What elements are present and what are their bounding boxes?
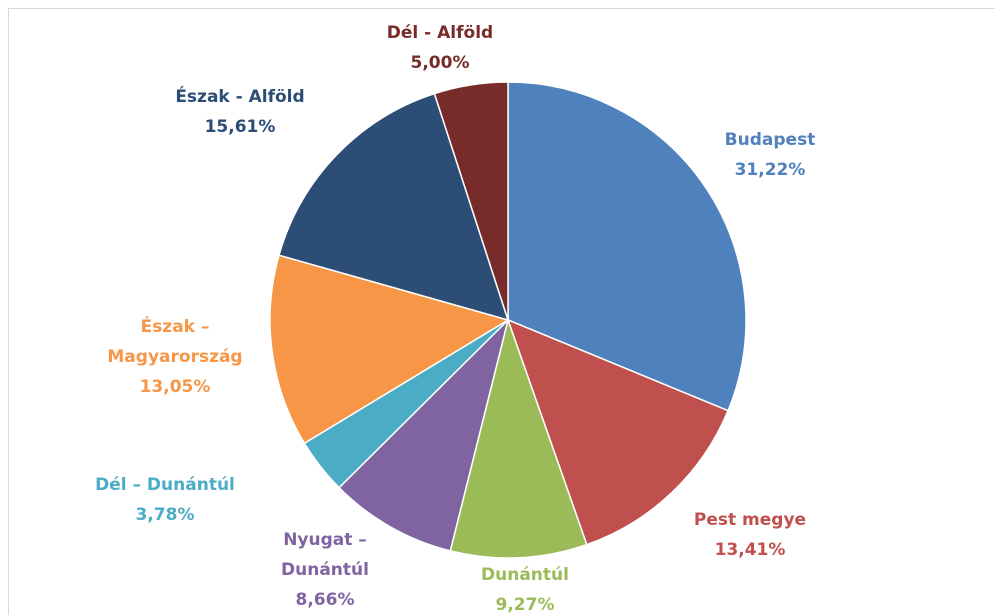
value-label: 3,78%	[135, 505, 195, 525]
pie-slice	[506, 318, 730, 546]
category-label: Budapest	[724, 130, 816, 150]
value-label: 5,00%	[410, 53, 470, 73]
slice-label: Észak - Alföld 15,61%	[175, 82, 304, 142]
category-label: Észak - Alföld	[175, 87, 305, 107]
slice-label: Dél - Alföld 5,00%	[387, 18, 493, 78]
value-label: 9,27%	[495, 595, 555, 615]
value-label: 15,61%	[204, 117, 276, 137]
pie-slice	[449, 317, 588, 559]
category-label: Nyugat – Dunántúl	[281, 530, 369, 580]
slice-label: Észak – Magyarország 13,05%	[100, 312, 250, 402]
pie-slice	[278, 92, 510, 322]
value-label: 13,05%	[139, 377, 211, 397]
slice-label: Dunántúl 9,27%	[481, 560, 569, 615]
category-label: Pest megye	[693, 510, 807, 530]
value-label: 8,66%	[295, 590, 355, 610]
pie-slice	[269, 254, 510, 445]
category-label: Dél – Dunántúl	[95, 475, 235, 495]
slice-label: Nyugat – Dunántúl 8,66%	[270, 525, 380, 615]
category-label: Dunántúl	[481, 565, 569, 585]
value-label: 31,22%	[734, 160, 806, 180]
slice-label: Dél – Dunántúl 3,78%	[95, 470, 235, 530]
pie-slice	[338, 317, 510, 552]
category-label: Dél - Alföld	[386, 23, 494, 43]
chart-frame	[8, 8, 995, 615]
pie-slice	[433, 81, 509, 321]
category-label: Észak – Magyarország	[107, 317, 243, 367]
slice-label: Pest megye 13,41%	[694, 505, 806, 565]
value-label: 13,41%	[714, 540, 786, 560]
pie-slice	[507, 81, 747, 412]
slice-label: Budapest 31,22%	[725, 125, 816, 185]
